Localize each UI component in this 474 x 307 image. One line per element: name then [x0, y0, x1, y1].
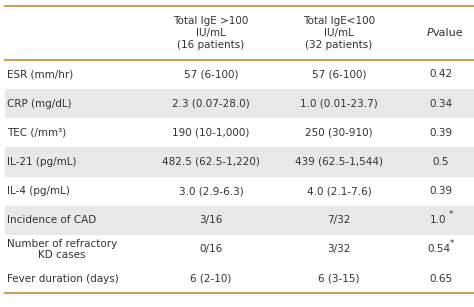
Text: Total IgE >100
IU/mL
(16 patients): Total IgE >100 IU/mL (16 patients) [173, 16, 249, 50]
FancyBboxPatch shape [5, 147, 474, 177]
Text: Total IgE<100
IU/mL
(32 patients): Total IgE<100 IU/mL (32 patients) [303, 16, 375, 50]
Text: Incidence of CAD: Incidence of CAD [7, 215, 96, 225]
Text: 0.39: 0.39 [429, 186, 452, 196]
Text: 482.5 (62.5-1,220): 482.5 (62.5-1,220) [162, 157, 260, 167]
Text: 4.0 (2.1-7.6): 4.0 (2.1-7.6) [307, 186, 371, 196]
Text: 1.0: 1.0 [430, 215, 447, 225]
Text: 7/32: 7/32 [327, 215, 351, 225]
Text: 6 (3-15): 6 (3-15) [318, 274, 360, 284]
Text: 250 (30-910): 250 (30-910) [305, 128, 373, 138]
FancyBboxPatch shape [5, 206, 474, 235]
Text: 3/32: 3/32 [327, 244, 351, 255]
Text: 0.65: 0.65 [429, 274, 452, 284]
Text: 0.5: 0.5 [433, 157, 449, 167]
Text: 0.42: 0.42 [429, 69, 452, 80]
FancyBboxPatch shape [5, 89, 474, 118]
Text: 1.0 (0.01-23.7): 1.0 (0.01-23.7) [300, 99, 378, 109]
Text: 0.34: 0.34 [429, 99, 452, 109]
Text: 57 (6-100): 57 (6-100) [312, 69, 366, 80]
Text: Fever duration (days): Fever duration (days) [7, 274, 119, 284]
Text: 3/16: 3/16 [199, 215, 223, 225]
Text: *: * [448, 210, 453, 219]
Text: value: value [432, 28, 463, 38]
Text: IL-4 (pg/mL): IL-4 (pg/mL) [7, 186, 70, 196]
Text: CRP (mg/dL): CRP (mg/dL) [7, 99, 72, 109]
Text: 0/16: 0/16 [199, 244, 223, 255]
Text: *: * [450, 239, 454, 248]
Text: IL-21 (pg/mL): IL-21 (pg/mL) [7, 157, 77, 167]
Text: ESR (mm/hr): ESR (mm/hr) [7, 69, 73, 80]
Text: 0.39: 0.39 [429, 128, 452, 138]
Text: 6 (2-10): 6 (2-10) [190, 274, 232, 284]
Text: 0.54: 0.54 [427, 244, 450, 255]
Text: 439 (62.5-1,544): 439 (62.5-1,544) [295, 157, 383, 167]
Text: 190 (10-1,000): 190 (10-1,000) [172, 128, 250, 138]
Text: Number of refractory
KD cases: Number of refractory KD cases [7, 239, 118, 260]
Text: 3.0 (2.9-6.3): 3.0 (2.9-6.3) [179, 186, 243, 196]
Text: P: P [427, 28, 433, 38]
Text: TEC (/mm³): TEC (/mm³) [7, 128, 66, 138]
Text: 2.3 (0.07-28.0): 2.3 (0.07-28.0) [172, 99, 250, 109]
Text: 57 (6-100): 57 (6-100) [184, 69, 238, 80]
